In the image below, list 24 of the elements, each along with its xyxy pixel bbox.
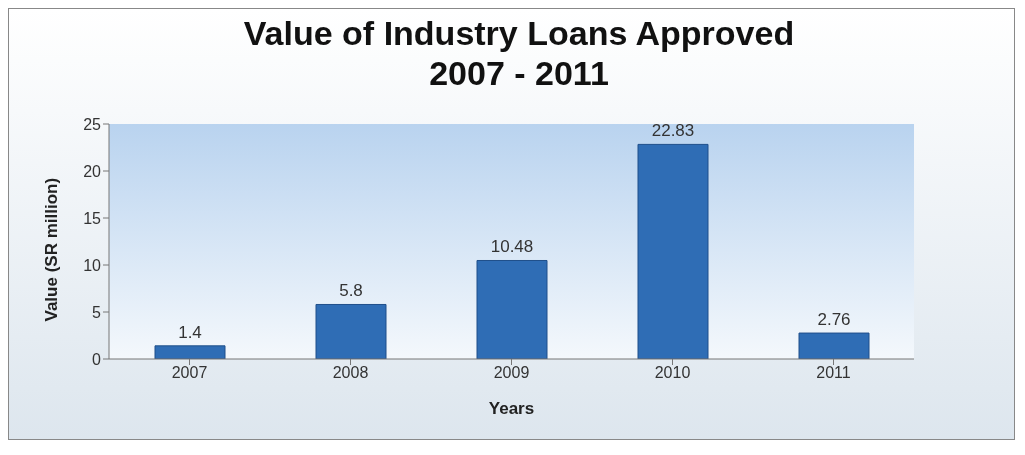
y-axis-title: Value (SR million) [42,177,62,322]
data-label: 5.8 [339,281,363,301]
x-tick-label: 2007 [171,364,208,382]
y-tick-label: 5 [92,303,102,321]
data-label: 2.76 [817,310,851,330]
data-label: 1.4 [178,322,202,342]
bar [476,259,548,359]
x-tick-label: 2010 [654,364,691,382]
data-label: 22.83 [651,121,695,141]
y-tick-label: 15 [83,209,102,227]
bar [315,303,387,359]
y-tick-label: 0 [92,350,102,368]
x-tick-label: 2008 [332,364,369,382]
y-tick-label: 10 [83,256,102,274]
bar [637,143,709,359]
chart-title: Value of Industry Loans Approved 2007 - 2011 [242,13,796,93]
bar [154,345,226,359]
x-tick-label: 2009 [493,364,530,382]
x-axis-title: Years [488,399,535,418]
x-tick-label: 2011 [816,364,851,382]
bar [798,332,870,359]
y-tick-label: 20 [83,162,102,180]
y-tick-label: 25 [83,115,102,133]
data-label: 10.48 [490,237,534,257]
